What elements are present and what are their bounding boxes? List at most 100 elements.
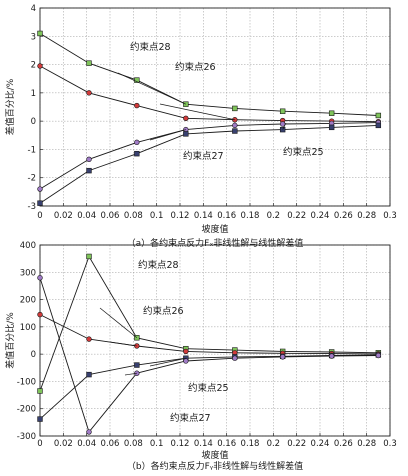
x-tick-label: 0.18 — [241, 211, 260, 221]
data-point — [232, 105, 238, 112]
annotation-label: 约束点26 — [175, 61, 216, 73]
x-tick-label: 0.1 — [150, 439, 164, 449]
data-point — [375, 122, 382, 129]
annotation-label: 约束点25 — [188, 382, 229, 394]
x-tick-label: 0.28 — [357, 211, 376, 221]
y-tick-label: -2 — [28, 174, 36, 184]
series-line-3 — [39, 354, 379, 420]
annotation-leader — [109, 341, 137, 347]
panel-caption: （a）各约束点反力Fₓ非线性解与线性解差值 — [127, 237, 304, 249]
data-point — [37, 388, 43, 394]
annotation-leader — [124, 372, 137, 376]
series-line-3 — [39, 122, 379, 190]
x-tick-label: 0.26 — [334, 439, 353, 449]
x-tick-label: 0.02 — [54, 211, 73, 221]
y-tick-label: -1 — [28, 145, 36, 155]
panel-caption: （b）各约束点反力Fᵧ非线性解与线性解差值 — [127, 460, 303, 472]
x-tick-label: 0.24 — [311, 439, 330, 449]
x-tick-label: 0.06 — [101, 439, 120, 449]
data-point — [183, 348, 189, 355]
data-point — [37, 275, 43, 281]
data-point — [86, 253, 92, 260]
data-point — [134, 139, 140, 146]
x-tick-label: 0.16 — [217, 211, 236, 221]
data-point — [232, 128, 238, 134]
x-tick-label: 0.2 — [267, 439, 281, 449]
data-point — [134, 77, 140, 83]
x-tick-label: 0.14 — [194, 439, 213, 449]
data-point — [183, 131, 189, 137]
data-point — [279, 354, 286, 360]
x-tick-label: 0.14 — [194, 211, 213, 221]
x-tick-label: 0.22 — [287, 439, 306, 449]
data-point — [86, 167, 92, 174]
chart-panel-a: 0 0.02 0.04 0.06 0.08 0.1 0.12 0.14 0.16 0.18 0.2 0… — [4, 4, 397, 249]
data-point — [37, 416, 43, 422]
annotation-leader — [149, 357, 186, 367]
y-tick-label: 0 — [31, 117, 36, 127]
x-tick-label: 0 — [37, 211, 42, 221]
x-axis-title: 坡度值 — [201, 223, 228, 235]
data-point — [183, 101, 189, 107]
plot-frame — [39, 7, 391, 207]
y-tick-label: -200 — [17, 405, 36, 415]
x-tick-label: 0.12 — [171, 439, 190, 449]
data-point — [86, 156, 92, 163]
x-tick-label: 0 — [37, 439, 42, 449]
series-line-1 — [39, 255, 379, 392]
data-point — [232, 355, 238, 361]
data-point — [86, 336, 92, 342]
data-point — [183, 358, 189, 364]
data-point — [86, 90, 92, 96]
data-point — [328, 353, 335, 359]
data-point — [279, 108, 286, 114]
data-point — [279, 121, 286, 127]
data-point — [86, 429, 92, 435]
series-line-2 — [39, 65, 379, 123]
data-point — [232, 122, 238, 129]
x-tick-label: 0.16 — [217, 439, 236, 449]
y-axis-title: 差值百分比/% — [4, 78, 16, 135]
data-point — [86, 60, 92, 66]
y-tick-label: -3 — [28, 202, 36, 212]
y-tick-label: 4 — [31, 4, 36, 14]
x-tick-label: 0.3 — [383, 211, 397, 221]
x-tick-label: 0.28 — [357, 439, 376, 449]
y-tick-label: 200 — [20, 296, 36, 306]
annotation-leader — [282, 122, 287, 130]
x-tick-label: 0.08 — [124, 211, 143, 221]
x-tick-label: 0.04 — [77, 439, 96, 449]
series-line-4 — [39, 124, 379, 204]
data-point — [375, 352, 382, 359]
y-tick-label: -300 — [17, 432, 36, 442]
annotation-label: 约束点27 — [183, 150, 224, 162]
data-point — [328, 110, 335, 116]
x-tick-label: 0.02 — [54, 439, 73, 449]
y-tick-label: 300 — [20, 268, 36, 278]
annotation-label: 约束点28 — [130, 41, 171, 53]
series-line-4 — [39, 277, 379, 433]
plot-frame — [39, 244, 391, 437]
x-tick-label: 0.3 — [383, 439, 397, 449]
annotation-label: 约束点27 — [170, 412, 211, 424]
x-tick-label: 0.26 — [334, 211, 353, 221]
y-tick-label: 2 — [31, 61, 36, 71]
annotation-leader — [159, 103, 235, 121]
x-tick-label: 0.2 — [267, 211, 281, 221]
x-tick-label: 0.08 — [124, 439, 143, 449]
y-tick-label: -100 — [17, 377, 36, 387]
y-tick-label: 100 — [20, 323, 36, 333]
annotation-label: 约束点28 — [138, 259, 179, 271]
x-tick-label: 0.04 — [77, 211, 96, 221]
annotation-leader — [149, 129, 186, 141]
data-point — [37, 30, 43, 37]
data-point — [37, 63, 43, 69]
chart-panel-b: 0 0.02 0.04 0.06 0.08 0.1 0.12 0.14 0.16 0.18 0.2 0… — [4, 241, 397, 472]
data-point — [183, 115, 189, 122]
annotation-label: 约束点25 — [283, 146, 324, 158]
x-tick-label: 0.06 — [101, 211, 120, 221]
x-tick-label: 0.22 — [287, 211, 306, 221]
data-point — [86, 371, 92, 378]
y-tick-label: 0 — [31, 350, 36, 360]
